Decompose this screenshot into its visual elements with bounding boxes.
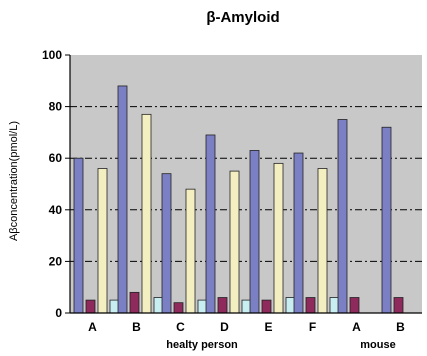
bar — [393, 297, 404, 314]
y-tick-label: 60 — [49, 151, 63, 165]
gridlines — [70, 106, 422, 262]
bar — [97, 168, 108, 314]
bar — [317, 168, 328, 314]
bar — [349, 297, 360, 314]
bar — [337, 119, 348, 314]
y-tick-label: 40 — [49, 203, 63, 217]
bar — [117, 85, 128, 314]
x-tick-label: A — [352, 320, 361, 334]
x-group-label: healty person — [166, 339, 238, 351]
bar — [261, 299, 272, 314]
x-tick-label: C — [176, 320, 185, 334]
bar — [161, 173, 172, 314]
y-tick-label: 0 — [55, 306, 62, 320]
bar — [185, 188, 196, 314]
y-tick-label: 20 — [49, 254, 63, 268]
bar — [141, 113, 152, 314]
bar — [273, 162, 284, 314]
bar — [229, 170, 240, 314]
bar — [305, 297, 316, 314]
bar — [205, 134, 216, 314]
bar — [173, 302, 184, 314]
x-tick-label: B — [396, 320, 405, 334]
x-tick-label: D — [220, 320, 229, 334]
bar — [85, 299, 96, 314]
bar — [249, 150, 260, 314]
x-tick-label: F — [309, 320, 316, 334]
y-tick-label: 80 — [49, 100, 63, 114]
bar — [129, 291, 140, 314]
x-tick-label: B — [132, 320, 141, 334]
bar — [381, 126, 392, 314]
axes — [65, 54, 422, 314]
plot-area — [70, 55, 422, 313]
x-group-label: mouse — [360, 339, 395, 351]
bar — [73, 157, 84, 314]
bar — [217, 297, 228, 314]
y-tick-label: 100 — [42, 48, 62, 62]
chart-title: β-Amyloid — [206, 9, 279, 26]
x-tick-label: A — [88, 320, 97, 334]
bar — [293, 152, 304, 314]
y-axis-label: Aβconcentration(pmol/L) — [8, 121, 20, 241]
x-tick-label: E — [264, 320, 272, 334]
